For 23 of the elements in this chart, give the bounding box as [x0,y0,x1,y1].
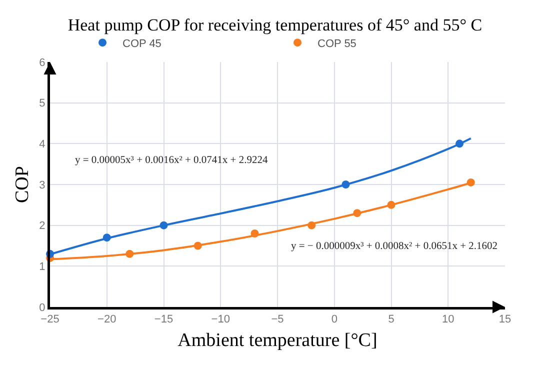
x-tick-label: −10 [211,314,230,326]
x-axis-title: Ambient temperature [°C] [178,330,378,351]
x-tick-label: −20 [98,314,116,326]
y-tick-label: 0 [39,302,46,314]
x-tick-label: 15 [498,314,512,326]
y-tick-label: 6 [39,56,46,69]
x-tick-label: −15 [154,314,174,326]
x-tick-label: −5 [271,314,284,326]
y-axis-title: COP [12,166,33,203]
x-tick-label: 5 [388,314,394,326]
legend-label: COP 45 [122,38,162,50]
x-tick-label: −25 [40,314,60,326]
annotation: y = − 0.000009x³ + 0.0008x² + 0.0651x + 2.1602 [291,241,498,252]
annotation: y = 0.00005x³ + 0.0016x² + 0.0741x + 2.9224 [75,155,268,166]
x-tick-label: 10 [442,314,454,326]
y-tick-label: 1 [39,261,46,274]
y-tick-label: 5 [39,98,46,110]
y-tick-label: 2 [39,220,46,232]
y-tick-label: 4 [39,138,46,151]
x-tick-label: 0 [331,314,338,326]
chart-title: Heat pump COP for receiving temperatures of 45° and 55° C [68,15,482,34]
legend-label: COP 55 [318,38,356,50]
y-tick-label: 3 [39,179,46,192]
